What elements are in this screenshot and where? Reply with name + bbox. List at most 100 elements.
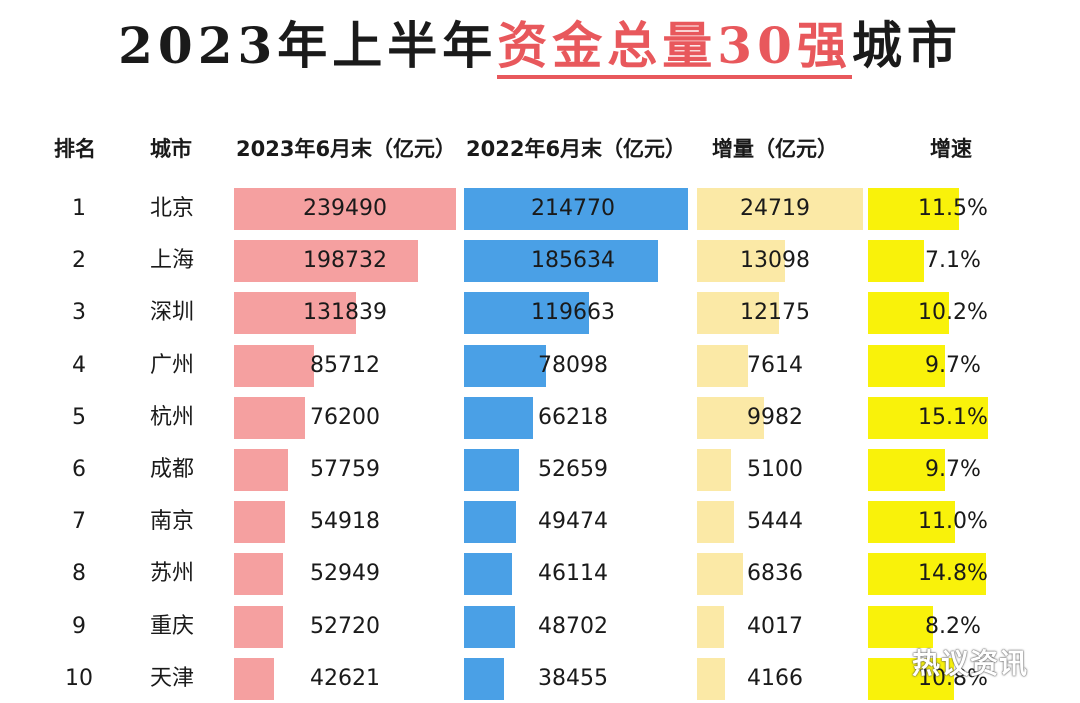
table-row: 2 上海 198732 185634 13098 7.1%	[0, 238, 1080, 284]
title-highlight: 资金总量30强	[497, 16, 852, 79]
city-label: 上海	[150, 248, 195, 274]
value-2022-label: 119663	[531, 300, 615, 326]
city-label: 南京	[150, 509, 195, 535]
header-rank: 排名	[54, 137, 96, 161]
rate-label: 10.2%	[918, 300, 988, 326]
bar-2023	[234, 396, 305, 439]
bar-2023	[234, 292, 357, 335]
bar-rate	[868, 292, 950, 335]
bar-increase	[697, 605, 724, 648]
bar-2022	[464, 605, 515, 648]
rank-label: 6	[72, 457, 86, 482]
bar-rate	[868, 553, 986, 596]
value-2022-label: 185634	[531, 248, 615, 274]
table-row: 1 北京 239490 214770 24719 11.5%	[0, 186, 1080, 232]
bar-2022	[464, 396, 534, 439]
value-2022-label: 48702	[538, 613, 608, 639]
value-2022-label: 46114	[538, 561, 608, 587]
value-2023-label: 54918	[310, 509, 380, 535]
bar-2023	[234, 344, 314, 387]
bar-increase	[697, 292, 779, 335]
increase-label: 7614	[747, 352, 803, 378]
table-row: 3 深圳 131839 119663 12175 10.2%	[0, 290, 1080, 336]
value-2023-label: 198732	[303, 248, 387, 274]
bar-rate	[868, 605, 934, 648]
city-label: 成都	[150, 457, 195, 482]
value-2023-label: 57759	[310, 457, 380, 482]
value-2022-label: 49474	[538, 509, 608, 535]
header-2022: 2022年6月末（亿元）	[466, 137, 687, 161]
rank-label: 3	[72, 300, 86, 326]
increase-label: 24719	[740, 196, 810, 221]
increase-label: 5444	[747, 509, 803, 535]
value-2023-label: 52720	[310, 613, 380, 639]
header-city: 城市	[150, 137, 192, 161]
value-2023-label: 76200	[310, 404, 380, 430]
city-label: 天津	[150, 665, 195, 691]
header-2023: 2023年6月末（亿元）	[236, 137, 457, 161]
rank-label: 7	[72, 509, 86, 535]
rank-label: 8	[72, 561, 86, 587]
table-row: 7 南京 54918 49474 5444 11.0%	[0, 499, 1080, 545]
bar-increase	[697, 657, 725, 700]
watermark: 热议资讯	[912, 647, 1029, 680]
city-label: 北京	[150, 196, 195, 221]
rate-label: 9.7%	[925, 457, 981, 482]
rate-label: 14.8%	[918, 561, 988, 587]
city-label: 深圳	[150, 300, 195, 326]
bar-2023	[234, 188, 456, 230]
rank-label: 10	[65, 665, 93, 691]
title-prefix: 2023年上半年	[118, 16, 498, 75]
table-row: 6 成都 57759 52659 5100 9.7%	[0, 447, 1080, 493]
value-2023-label: 42621	[310, 665, 380, 691]
table-row: 4 广州 85712 78098 7614 9.7%	[0, 343, 1080, 389]
bar-increase	[697, 449, 732, 491]
bar-rate	[868, 657, 954, 700]
bar-increase	[697, 188, 863, 230]
value-2023-label: 85712	[310, 352, 380, 378]
increase-label: 12175	[740, 300, 810, 326]
increase-label: 6836	[747, 561, 803, 587]
bar-rate	[868, 449, 946, 491]
city-label: 苏州	[150, 561, 195, 587]
city-label: 杭州	[150, 404, 195, 430]
value-2023-label: 52949	[310, 561, 380, 587]
rank-label: 1	[72, 196, 86, 221]
bar-increase	[697, 396, 764, 439]
bar-increase	[697, 344, 749, 387]
bar-2023	[234, 605, 283, 648]
bar-rate	[868, 240, 925, 283]
rank-label: 5	[72, 404, 86, 430]
value-2023-label: 131839	[303, 300, 387, 326]
bar-rate	[868, 344, 946, 387]
value-2023-label: 239490	[303, 196, 387, 221]
rate-label: 11.0%	[918, 509, 988, 535]
bar-2022	[464, 292, 589, 335]
bar-2022	[464, 449, 519, 491]
table-row: 9 重庆 52720 48702 4017 8.2%	[0, 604, 1080, 650]
value-2022-label: 38455	[538, 665, 608, 691]
city-label: 重庆	[150, 613, 195, 639]
rank-label: 9	[72, 613, 86, 639]
value-2022-label: 214770	[531, 196, 615, 221]
bar-2022	[464, 501, 516, 544]
table-row: 8 苏州 52949 46114 6836 14.8%	[0, 551, 1080, 597]
increase-label: 4166	[747, 665, 803, 691]
bar-2022	[464, 553, 513, 596]
bar-2023	[234, 240, 419, 283]
bar-increase	[697, 501, 734, 544]
rate-label: 10.8%	[918, 665, 988, 691]
chart-title: 2023年上半年资金总量30强城市	[0, 14, 1080, 79]
value-2022-label: 52659	[538, 457, 608, 482]
bar-rate	[868, 396, 988, 439]
rank-label: 4	[72, 352, 86, 378]
bar-2022	[464, 188, 688, 230]
bar-rate	[868, 501, 956, 544]
table-row: 5 杭州 76200 66218 9982 15.1%	[0, 395, 1080, 441]
rate-label: 11.5%	[918, 196, 988, 221]
header-rate: 增速	[930, 137, 972, 161]
rate-label: 9.7%	[925, 352, 981, 378]
bar-2022	[464, 240, 658, 283]
bar-2023	[234, 449, 288, 491]
bar-2023	[234, 501, 285, 544]
